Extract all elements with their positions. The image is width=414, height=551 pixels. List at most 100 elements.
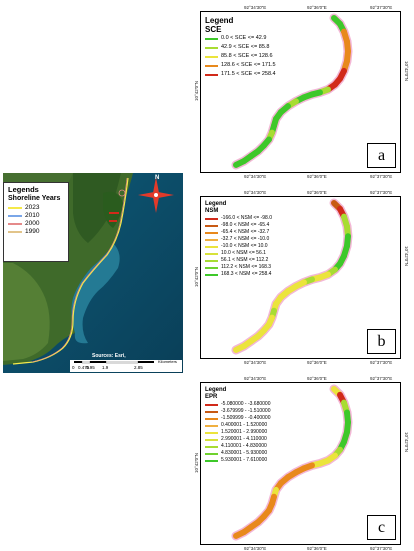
shoreline-year-swatch — [8, 215, 22, 217]
legend-class-item: 171.5 < SCE <= 258.4 — [205, 70, 276, 79]
legend-class-label: -1.509999 - -0.400000 — [221, 415, 271, 421]
longitude-tick-bottom: 92°34'30"E — [244, 174, 267, 179]
legend-class-label: 56.1 < NSM <= 112.2 — [221, 257, 269, 263]
legend-class-swatch — [205, 410, 218, 413]
legend-class-label: 171.5 < SCE <= 258.4 — [221, 71, 276, 77]
legend-class-swatch — [205, 46, 218, 49]
legend-class-swatch — [205, 73, 218, 76]
legend-class-swatch — [205, 224, 218, 227]
legend-class-swatch — [205, 259, 218, 262]
shoreline-year-swatch — [8, 223, 22, 225]
longitude-tick-bottom: 92°37'30"E — [370, 174, 393, 179]
legend-class-swatch — [205, 252, 218, 255]
shoreline-legend: Legends Shoreline Years 2023 2010 2000 1990 — [3, 182, 69, 262]
legend-class-item: 85.8 < SCE <= 128.6 — [205, 52, 276, 61]
legend-class-item: -65.4 < NSM <= -32.7 — [205, 229, 272, 236]
legend-class-item: 5.930001 - 7.610000 — [205, 457, 270, 464]
legend-class-label: 112.2 < NSM <= 168.3 — [221, 264, 272, 270]
longitude-tick-bottom: 92°34'30"E — [244, 360, 267, 365]
legend-class-swatch — [205, 273, 218, 276]
legend-class-label: 5.930001 - 7.610000 — [221, 457, 268, 463]
legend-class-swatch — [205, 403, 218, 406]
shoreline-year-item: 2000 — [8, 220, 64, 228]
shoreline-legend-subtitle: Shoreline Years — [8, 195, 61, 202]
legend-title: Legend — [205, 16, 234, 25]
scale-tick-label: 2.85 — [134, 365, 143, 370]
legend-class-item: 2.990001 - 4.110000 — [205, 436, 270, 443]
longitude-tick-top: 92°37'30"E — [370, 190, 393, 195]
legend-class-label: -166.0 < NSM <= -98.0 — [221, 215, 273, 221]
longitude-tick-bottom: 92°36'0"E — [307, 546, 327, 551]
legend-subtitle: SCE — [205, 25, 222, 34]
legend-class-item: -5.080000 - -3.680000 — [205, 401, 270, 408]
legend-class-item: 128.6 < SCE <= 171.5 — [205, 61, 276, 70]
transect-segment — [233, 158, 247, 168]
longitude-tick-bottom: 92°36'0"E — [307, 360, 327, 365]
legend-class-swatch — [205, 217, 218, 220]
latitude-tick-right: 10°42'0"N — [404, 431, 409, 452]
legend-class-label: -32.7 < NSM <= -10.0 — [221, 236, 270, 242]
legend-class-item: -98.0 < NSM <= -65.4 — [205, 222, 272, 229]
legend-subtitle: NSM — [205, 208, 219, 214]
nsm-map-panel: Legend NSM -166.0 < NSM <= -98.0 -98.0 < NS… — [194, 190, 409, 365]
shoreline-year-label: 2000 — [25, 220, 40, 227]
legend-class-label: 2.990001 - 4.110000 — [221, 436, 267, 442]
legend-class-label: 0.400001 - 1.520000 — [221, 422, 268, 428]
legend-class-swatch — [205, 37, 218, 40]
legend-class-label: -5.080000 - -3.680000 — [221, 401, 271, 407]
longitude-tick-top: 92°36'0"E — [307, 5, 327, 10]
longitude-tick-top: 92°34'30"E — [244, 5, 267, 10]
longitude-tick-top: 92°37'30"E — [370, 376, 393, 381]
legend-class-label: 4.830001 - 5.930000 — [221, 450, 268, 456]
longitude-tick-top: 92°34'30"E — [244, 376, 267, 381]
shoreline-transect-map — [231, 198, 353, 355]
shoreline-year-item: 2023 — [8, 204, 64, 212]
legend-class-item: 4.110001 - 4.830000 — [205, 443, 270, 450]
shoreline-year-swatch — [8, 207, 22, 209]
legend-class-swatch — [205, 238, 218, 241]
longitude-tick-top: 92°36'0"E — [307, 376, 327, 381]
latitude-tick-right: 10°42'0"N — [404, 60, 409, 81]
scale-bar: 0 0.475 0.95 1.9 2.85 Kilometers — [70, 359, 182, 372]
legend-class-swatch — [205, 231, 218, 234]
legend-class-label: 4.110001 - 4.830000 — [221, 443, 267, 449]
longitude-tick-top: 92°34'30"E — [244, 190, 267, 195]
legend-title: Legend — [205, 387, 227, 393]
legend-class-item: 4.830001 - 5.930000 — [205, 450, 270, 457]
legend-class-swatch — [205, 64, 218, 67]
legend-class-label: 42.9 < SCE <= 85.8 — [221, 44, 270, 50]
legend-class-swatch — [205, 431, 218, 434]
scale-tick-label: 0 — [72, 365, 75, 370]
longitude-tick-bottom: 92°36'0"E — [307, 174, 327, 179]
north-label: N — [155, 175, 160, 181]
legend-class-swatch — [205, 417, 218, 420]
panel-letter-label: b — [367, 329, 396, 354]
longitude-tick-bottom: 92°37'30"E — [370, 546, 393, 551]
latitude-tick-right: 10°42'0"N — [404, 245, 409, 266]
legend-class-label: -98.0 < NSM <= -65.4 — [221, 222, 270, 228]
legend-subtitle: EPR — [205, 394, 218, 400]
legend-class-item: -10.0 < NSM <= 10.0 — [205, 243, 272, 250]
epr-map-panel: Legend EPR -5.080000 - -3.680000 -3.679999 … — [194, 376, 409, 551]
panel-letter-label: a — [367, 143, 396, 168]
legend-class-swatch — [205, 445, 218, 448]
legend-class-label: -10.0 < NSM <= 10.0 — [221, 243, 268, 249]
legend-class-label: 1.520001 - 2.990000 — [221, 429, 268, 435]
legend-class-swatch — [205, 55, 218, 58]
latitude-tick-left: 10°42'0"N — [194, 81, 199, 102]
legend-class-label: -65.4 < NSM <= -32.7 — [221, 229, 270, 235]
shoreline-transect-map — [231, 384, 353, 541]
legend-class-swatch — [205, 452, 218, 455]
north-arrow-icon — [138, 177, 174, 213]
scale-bar-graphic — [74, 361, 154, 364]
legend-class-label: 0.0 < SCE <= 42.9 — [221, 35, 267, 41]
map-legend: Legend SCE 0.0 < SCE <= 42.9 42.9 < SCE <= … — [205, 16, 276, 79]
transect-segment — [233, 529, 247, 539]
scale-tick-label: 0.95 — [86, 365, 95, 370]
sce-map-panel: Legend SCE 0.0 < SCE <= 42.9 42.9 < SCE <= … — [194, 5, 409, 179]
longitude-tick-bottom: 92°37'30"E — [370, 360, 393, 365]
legend-class-item: 1.520001 - 2.990000 — [205, 429, 270, 436]
legend-class-label: -3.679999 - -1.510000 — [221, 408, 271, 414]
legend-class-item: -166.0 < NSM <= -98.0 — [205, 215, 272, 222]
shoreline-year-item: 2010 — [8, 212, 64, 220]
